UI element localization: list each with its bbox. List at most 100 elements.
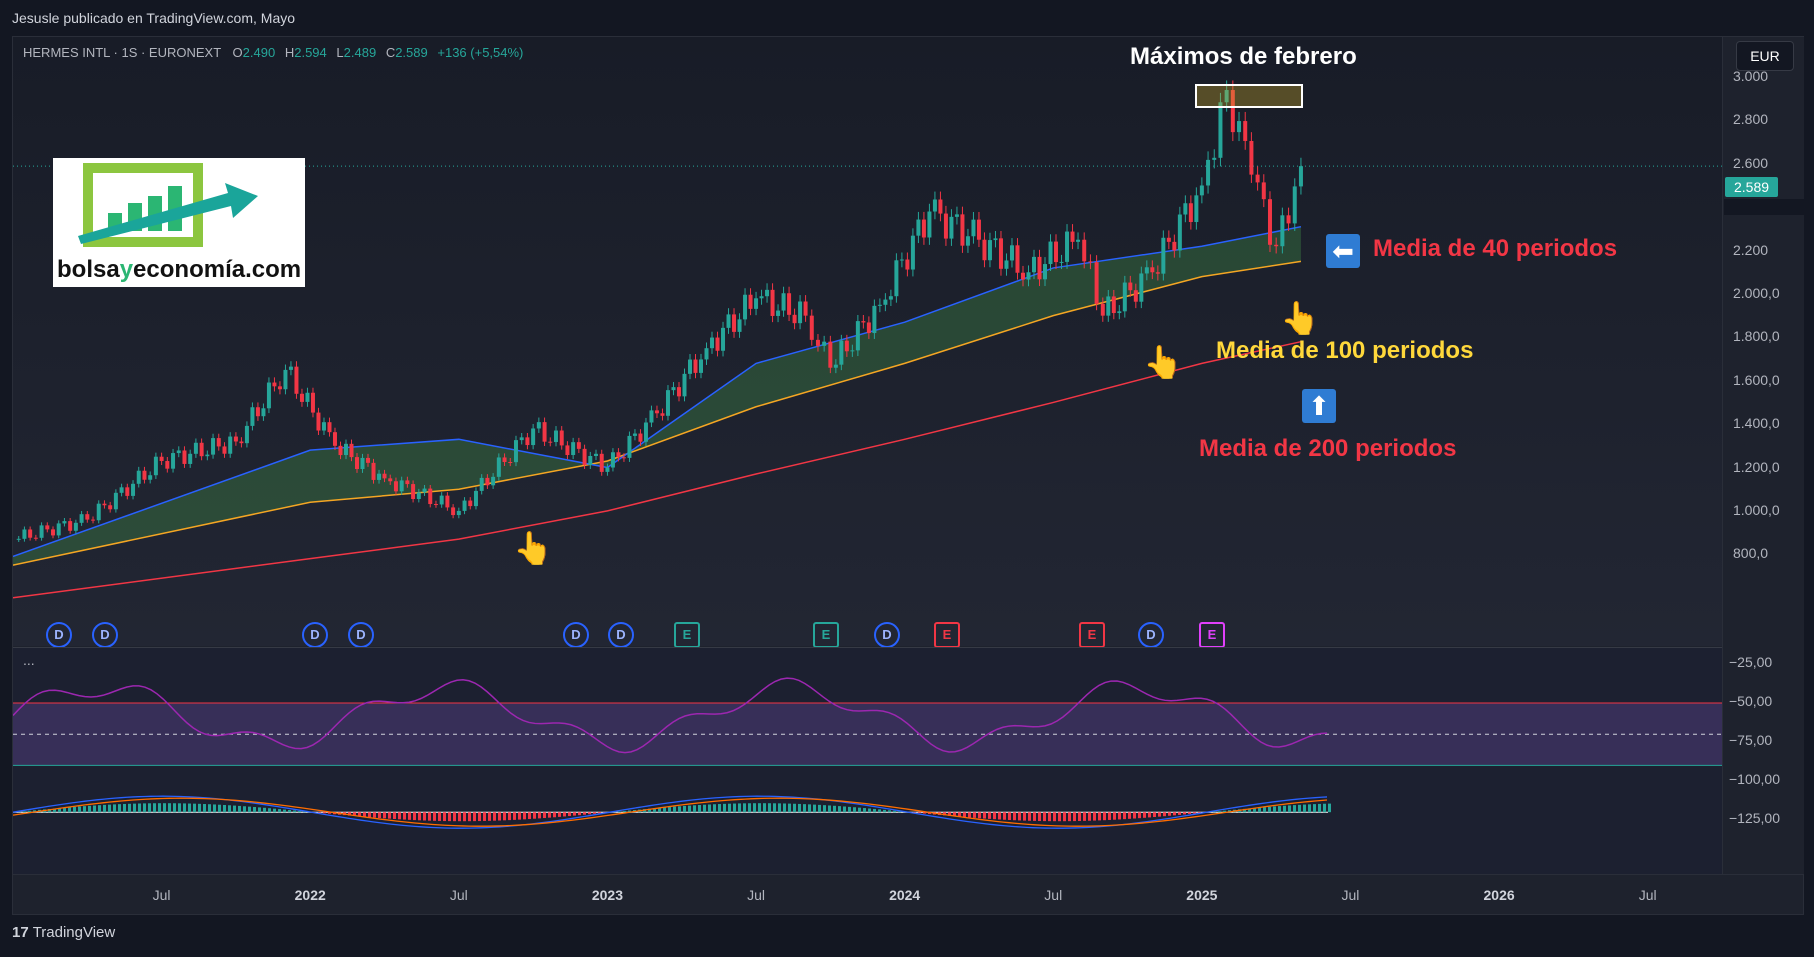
candle-body xyxy=(632,433,637,436)
macd-bar xyxy=(918,812,921,814)
macd-bar xyxy=(283,809,286,813)
macd-bar xyxy=(198,803,201,813)
candle-body xyxy=(1286,215,1291,224)
macd-bar xyxy=(228,805,231,813)
candle-body xyxy=(338,445,343,456)
candle-body xyxy=(171,453,176,469)
candle-body xyxy=(682,373,687,397)
candle-body xyxy=(216,438,221,447)
macd-bar xyxy=(373,812,376,818)
event-marker[interactable]: D xyxy=(874,622,900,648)
event-marker[interactable]: D xyxy=(92,622,118,648)
macd-bar xyxy=(548,812,551,818)
event-marker[interactable]: D xyxy=(608,622,634,648)
event-marker[interactable]: E xyxy=(1079,622,1105,648)
date-tick: 2022 xyxy=(294,887,326,903)
symbol-name: HERMES INTL · 1S · EURONEXT xyxy=(23,45,221,60)
tradingview-logo-icon: 17 xyxy=(12,924,29,941)
price-scale[interactable]: EUR 3.0002.8002.6002.4002.2002.000,01.80… xyxy=(1722,37,1804,874)
candle-body xyxy=(1117,311,1122,314)
candle-body xyxy=(479,477,484,491)
footer-brand[interactable]: 17 TradingView xyxy=(12,924,115,941)
macd-bar xyxy=(1073,812,1076,822)
candle-body xyxy=(1280,215,1285,247)
macd-bar xyxy=(1108,812,1111,820)
candle-body xyxy=(51,529,56,536)
macd-bar xyxy=(1008,812,1011,821)
macd-bar xyxy=(1308,804,1311,813)
macd-bar xyxy=(1138,812,1141,819)
macd-bar xyxy=(773,803,776,813)
macd-bar xyxy=(93,805,96,813)
macd-bar xyxy=(163,803,166,813)
macd-bar xyxy=(743,803,746,813)
macd-bar xyxy=(33,810,36,813)
macd-bar xyxy=(963,812,966,818)
macd-bar xyxy=(928,812,931,815)
candle-body xyxy=(142,470,147,480)
macd-bar xyxy=(483,812,486,821)
event-marker[interactable]: E xyxy=(934,622,960,648)
event-marker[interactable]: D xyxy=(1138,622,1164,648)
event-marker[interactable]: D xyxy=(302,622,328,648)
event-marker[interactable]: E xyxy=(1199,622,1225,648)
event-marker[interactable]: D xyxy=(563,622,589,648)
macd-bar xyxy=(208,804,211,813)
candle-body xyxy=(73,522,78,531)
hand-pointer-icon: 👆 xyxy=(1143,344,1183,380)
macd-bar xyxy=(968,812,971,818)
date-tick: Jul xyxy=(1638,887,1657,903)
up-arrow-icon: ⬆ xyxy=(1302,389,1336,423)
event-marker[interactable]: E xyxy=(674,622,700,648)
date-scale[interactable]: Jul 2022 Jul 2023 Jul 2024 Jul 2025 Jul 2026 Jul xyxy=(13,874,1803,915)
candle-body xyxy=(294,366,299,394)
macd-bar xyxy=(73,806,76,813)
macd-bar xyxy=(728,803,731,813)
price-tick: 800,0 xyxy=(1733,545,1769,562)
macd-bar xyxy=(1058,812,1061,822)
macd-bar xyxy=(348,812,351,816)
macd-bar xyxy=(1118,812,1121,820)
macd-bar xyxy=(148,803,151,813)
candle-body xyxy=(1088,261,1093,263)
candle-body xyxy=(1020,272,1025,280)
candle-body xyxy=(872,305,877,334)
candle-body xyxy=(1059,261,1064,263)
candle-body xyxy=(770,289,775,316)
macd-bar xyxy=(1178,812,1181,815)
oscillator-chart[interactable] xyxy=(13,648,1722,875)
candle-body xyxy=(921,219,926,238)
macd-bar xyxy=(578,812,581,816)
pane-menu[interactable]: ... xyxy=(23,652,35,668)
macd-bar xyxy=(543,812,546,819)
oscillator-pane[interactable]: ... xyxy=(13,647,1722,875)
macd-bar xyxy=(583,812,586,815)
candle-body xyxy=(68,521,73,531)
chart-frame[interactable]: HERMES INTL · 1S · EURONEXT O2.490 H2.59… xyxy=(12,36,1804,915)
candle-body xyxy=(272,382,277,387)
annotation-ma100: Media de 100 periodos xyxy=(1216,337,1474,364)
candle-body xyxy=(102,503,107,506)
macd-bar xyxy=(973,812,976,818)
candle-body xyxy=(803,301,808,316)
candle-body xyxy=(861,321,866,323)
price-tick: 1.400,0 xyxy=(1733,415,1780,432)
price-tick: 2.600 xyxy=(1733,154,1769,171)
event-marker[interactable]: D xyxy=(348,622,374,648)
event-marker[interactable]: E xyxy=(813,622,839,648)
candle-body xyxy=(299,393,304,402)
candle-body xyxy=(33,537,38,539)
macd-bar xyxy=(48,808,51,813)
macd-bar xyxy=(568,812,571,817)
candle-body xyxy=(85,514,90,520)
event-marker[interactable]: D xyxy=(46,622,72,648)
macd-bar xyxy=(1173,812,1176,816)
macd-bar xyxy=(713,804,716,813)
candle-body xyxy=(809,315,814,340)
currency-button[interactable]: EUR xyxy=(1736,41,1794,71)
macd-bar xyxy=(108,804,111,813)
candle-body xyxy=(665,390,670,416)
price-chart[interactable] xyxy=(13,37,1722,646)
price-pane[interactable]: HERMES INTL · 1S · EURONEXT O2.490 H2.59… xyxy=(13,37,1722,648)
macd-bar xyxy=(793,803,796,813)
